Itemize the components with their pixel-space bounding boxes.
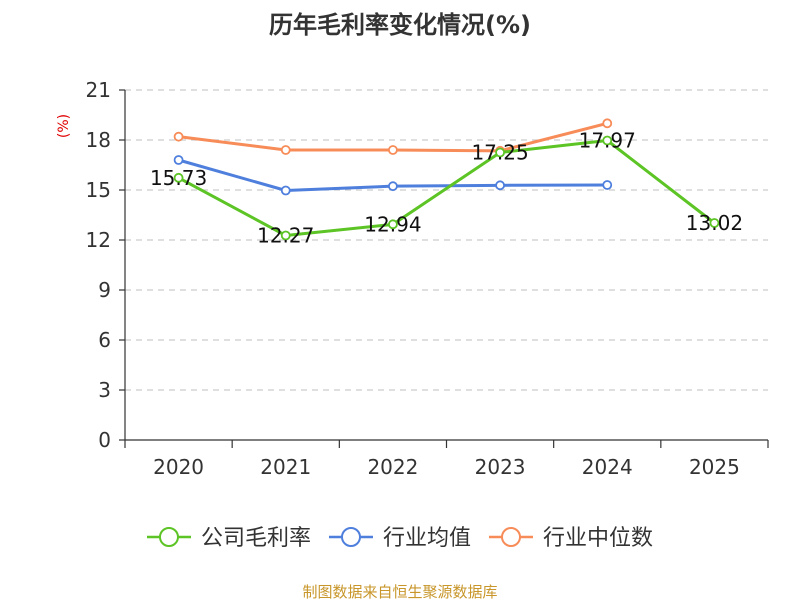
- legend-item-0: 公司毛利率: [146, 526, 311, 551]
- legend-item-2: 行业中位数: [489, 526, 653, 551]
- series-0: [173, 135, 720, 241]
- axes: 0 3 6 9 12 15 18 21 2020 2021 2022 2023 2024 2025: [86, 78, 769, 479]
- data-labels: 15.73 12.27 12.94 17.25 17.97 13.02: [150, 129, 743, 248]
- data-point: [280, 145, 291, 155]
- series-2: [173, 118, 613, 156]
- x-tick-label: 2020: [153, 455, 204, 479]
- x-tick-label: 2022: [367, 455, 418, 479]
- data-point: [173, 172, 184, 183]
- y-tick-label: 0: [98, 428, 111, 452]
- x-tick-label: 2021: [260, 455, 311, 479]
- legend-item-1: 行业均值: [328, 526, 471, 551]
- series-1: [173, 155, 613, 196]
- data-point: [388, 181, 398, 192]
- data-label: 12.27: [257, 224, 314, 248]
- data-point: [280, 185, 291, 196]
- chart-title: 历年毛利率变化情况(%): [269, 11, 531, 39]
- data-point: [173, 155, 184, 165]
- data-point: [495, 180, 505, 191]
- data-point: [280, 230, 291, 241]
- data-point: [602, 135, 613, 146]
- data-point: [388, 219, 398, 230]
- y-axis-unit-label: (%): [56, 114, 72, 138]
- legend-marker: [158, 527, 179, 547]
- data-label: 12.94: [364, 212, 421, 236]
- y-tick-label: 21: [86, 78, 111, 102]
- legend-label: 公司毛利率: [201, 526, 311, 551]
- legend-label: 行业中位数: [543, 526, 653, 551]
- legend-label: 行业均值: [383, 526, 471, 551]
- data-point: [388, 145, 398, 155]
- data-point: [173, 131, 184, 142]
- x-tick-label: 2025: [689, 455, 740, 479]
- data-label: 15.73: [150, 166, 207, 190]
- x-tick-label: 2023: [475, 455, 526, 479]
- legend-marker: [340, 527, 361, 547]
- data-label: 13.02: [686, 211, 743, 235]
- series-lines: [173, 118, 720, 241]
- legend: 公司毛利率 行业均值 行业中位数: [146, 526, 653, 551]
- legend-marker: [501, 527, 522, 547]
- data-point: [602, 180, 613, 190]
- data-label: 17.25: [471, 141, 528, 165]
- x-tick-label: 2024: [582, 455, 633, 479]
- y-tick-label: 9: [98, 278, 111, 302]
- y-tick-label: 6: [98, 328, 111, 352]
- y-tick-label: 12: [86, 228, 111, 252]
- y-tick-label: 3: [98, 378, 111, 402]
- source-note: 制图数据来自恒生聚源数据库: [302, 583, 497, 600]
- gridlines: [125, 89, 768, 391]
- y-tick-label: 18: [86, 128, 111, 152]
- data-point: [602, 118, 613, 129]
- series-line: [177, 139, 716, 237]
- data-point: [709, 218, 720, 228]
- data-label: 17.97: [579, 129, 636, 153]
- y-tick-label: 15: [86, 178, 111, 202]
- data-point: [495, 147, 505, 158]
